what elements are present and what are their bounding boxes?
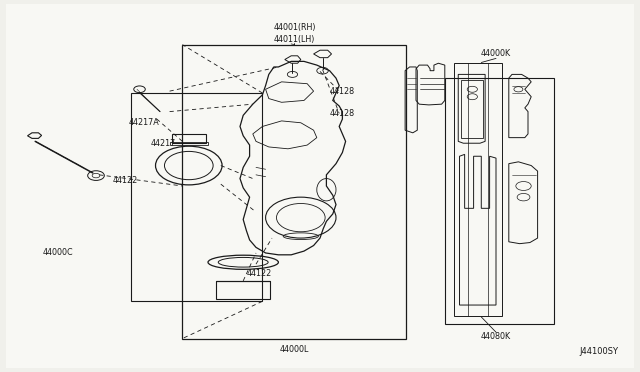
- Text: J44100SY: J44100SY: [579, 347, 618, 356]
- Text: 44011(LH): 44011(LH): [274, 35, 315, 44]
- Text: 44217A: 44217A: [129, 118, 159, 127]
- Text: 44001(RH): 44001(RH): [273, 23, 316, 32]
- Text: 44122: 44122: [246, 269, 272, 278]
- Text: 44217: 44217: [150, 139, 176, 148]
- Text: 44128: 44128: [330, 87, 355, 96]
- Text: 44000K: 44000K: [481, 49, 511, 58]
- Text: 44000C: 44000C: [42, 248, 73, 257]
- Text: 44122: 44122: [112, 176, 138, 185]
- Text: 44080K: 44080K: [481, 332, 511, 341]
- Polygon shape: [6, 4, 634, 368]
- Text: 44000L: 44000L: [280, 345, 309, 354]
- Text: 44128: 44128: [330, 109, 355, 118]
